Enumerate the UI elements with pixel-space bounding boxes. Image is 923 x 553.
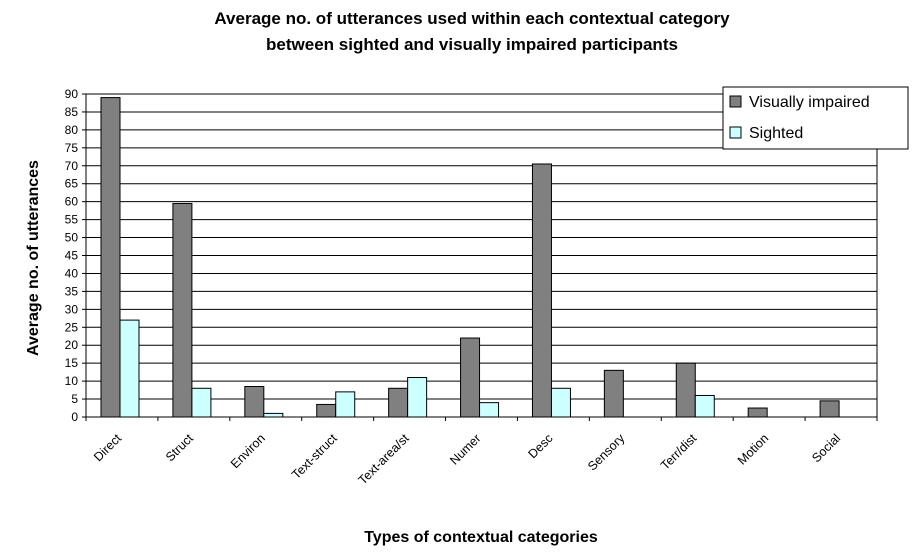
y-tick-label: 60 <box>65 195 79 209</box>
x-category-label: Environ <box>228 431 268 471</box>
y-tick-label: 65 <box>65 177 79 191</box>
chart-title-line2: between sighted and visually impaired pa… <box>266 35 678 54</box>
legend-swatch-visually-impaired <box>729 95 742 108</box>
y-tick-label: 40 <box>65 266 79 280</box>
x-category-label: Text-struct <box>289 431 340 482</box>
legend: Visually impaired Sighted <box>722 86 909 150</box>
gridlines <box>86 111 877 400</box>
bar-visually-impaired-text-struct <box>316 403 337 418</box>
bar-sighted-terr-dist <box>694 394 715 418</box>
x-axis-categories: Direct Struct Environ Text-struct Text-area/… <box>85 417 878 487</box>
bar-visually-impaired-motion <box>747 407 768 418</box>
x-category-label: Text-area/st <box>356 431 412 487</box>
y-tick-label: 50 <box>65 231 79 245</box>
x-category-label: Terr/dist <box>658 431 700 473</box>
bar-visually-impaired-text-area-st <box>388 387 409 418</box>
bar-sighted-text-struct <box>335 391 356 418</box>
x-axis-label: Types of contextual categories <box>364 529 598 546</box>
bar-visually-impaired-struct <box>172 202 193 418</box>
legend-label-sighted: Sighted <box>749 125 803 142</box>
bar-visually-impaired-terr-dist <box>675 362 696 418</box>
bar-visually-impaired-sensory <box>603 369 624 418</box>
y-tick-label: 70 <box>65 159 79 173</box>
bar-sighted-environ <box>263 412 284 418</box>
x-category-label: Struct <box>163 431 196 464</box>
bar-sighted-text-area-st <box>407 377 428 418</box>
y-tick-label: 90 <box>65 87 79 101</box>
bar-visually-impaired-environ <box>244 385 265 418</box>
bar-sighted-struct <box>191 387 212 418</box>
y-tick-label: 0 <box>71 410 78 424</box>
y-tick-label: 80 <box>65 123 79 137</box>
y-tick-label: 25 <box>65 320 79 334</box>
y-tick-label: 45 <box>65 249 79 263</box>
y-tick-label: 15 <box>65 356 79 370</box>
x-category-label: Numer <box>447 431 483 467</box>
y-tick-label: 55 <box>65 213 79 227</box>
bar-visually-impaired-direct <box>100 97 121 418</box>
bar-visually-impaired-social <box>819 400 840 418</box>
y-tick-label: 10 <box>65 374 79 388</box>
y-tick-label: 20 <box>65 338 79 352</box>
y-axis-ticks: 0 5 10 15 20 25 30 35 40 45 50 55 60 65 70 75 80 85 90 <box>65 87 86 424</box>
x-category-label: Social <box>809 431 843 465</box>
bar-sighted-desc <box>550 387 571 418</box>
bar-sighted-direct <box>119 319 140 418</box>
bar-visually-impaired-numer <box>460 337 481 418</box>
legend-swatch-sighted <box>729 126 742 139</box>
y-axis-label: Average no. of utterances <box>25 160 42 356</box>
y-tick-label: 5 <box>71 392 78 406</box>
bar-visually-impaired-desc <box>531 163 552 418</box>
x-category-label: Direct <box>91 431 124 464</box>
y-tick-label: 75 <box>65 141 79 155</box>
x-category-label: Sensory <box>585 431 628 474</box>
bars <box>100 97 840 418</box>
y-tick-label: 30 <box>65 302 79 316</box>
bar-sighted-numer <box>479 402 500 418</box>
chart-title-line1: Average no. of utterances used within ea… <box>214 9 730 28</box>
legend-box <box>722 86 909 150</box>
legend-label-visually-impaired: Visually impaired <box>749 94 870 111</box>
y-tick-label: 35 <box>65 284 79 298</box>
x-category-label: Motion <box>735 431 771 467</box>
x-category-label: Desc <box>525 431 555 461</box>
y-tick-label: 85 <box>65 105 79 119</box>
